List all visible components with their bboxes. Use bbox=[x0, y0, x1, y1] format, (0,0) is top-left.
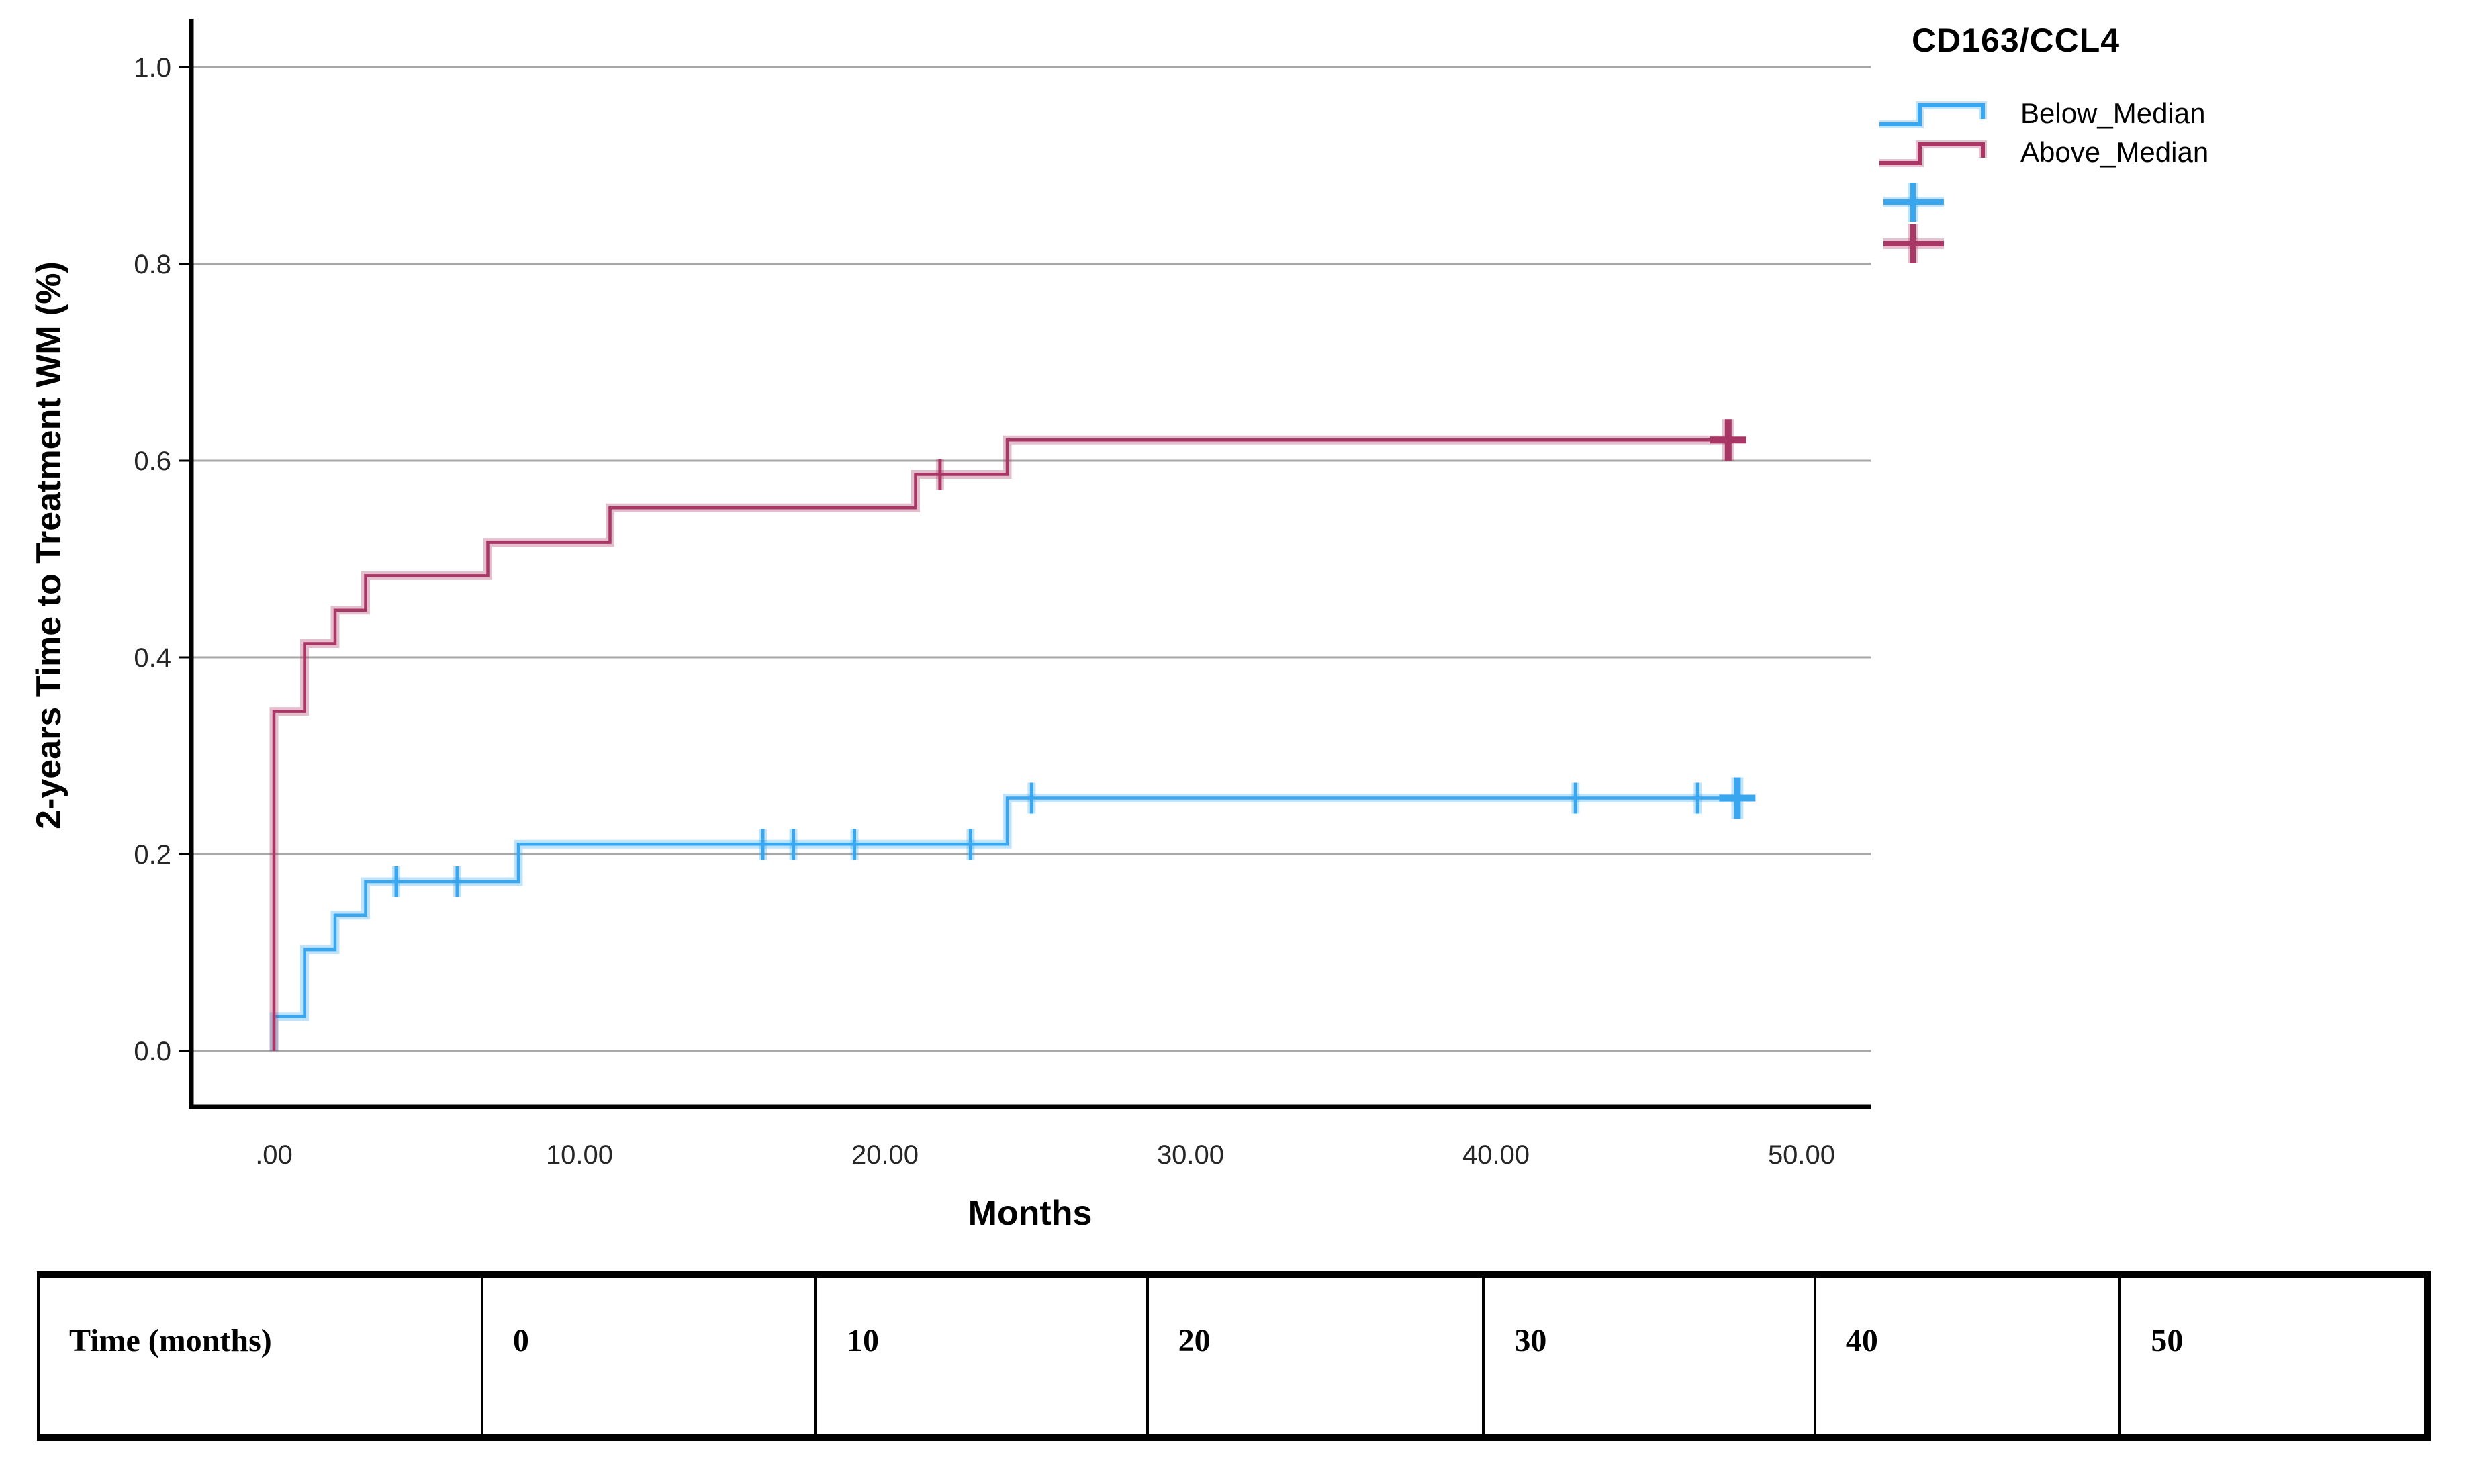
series-below-median-line bbox=[272, 796, 1738, 1051]
table-header-time: Time (months) bbox=[69, 1323, 272, 1358]
x-tick-label: 40.00 bbox=[1462, 1140, 1530, 1170]
time-axis-table: Time (months) 0 10 20 30 40 50 bbox=[37, 1271, 2431, 1441]
gridlines bbox=[191, 66, 1871, 1052]
table-cell-0: 0 bbox=[480, 1278, 814, 1434]
x-axis-title: Months bbox=[968, 1194, 1092, 1233]
series-above-median-halo bbox=[269, 435, 1728, 1051]
series-below-median-halo bbox=[269, 794, 1738, 1051]
series-below-median bbox=[269, 777, 1756, 1051]
y-axis-title: 2-years Time to Treatment WM (%) bbox=[30, 261, 68, 829]
y-tick-label: 0.8 bbox=[134, 250, 171, 279]
x-tick-label: 20.00 bbox=[851, 1140, 919, 1170]
legend-censor-below-median bbox=[1877, 181, 2461, 223]
y-tick-label: 0.2 bbox=[134, 840, 171, 870]
plus-censor-icon bbox=[1883, 224, 1944, 263]
chart-legend: CD163/CCL4 Below_Median Above_Median bbox=[1877, 20, 2461, 265]
legend-title: CD163/CCL4 bbox=[1912, 21, 2121, 59]
table-cell-20: 20 bbox=[1146, 1278, 1483, 1434]
series-above-median bbox=[269, 419, 1746, 1051]
legend-item-above-median: Above_Median bbox=[1877, 133, 2461, 172]
table-cell-40: 40 bbox=[1813, 1278, 2119, 1434]
x-tick-label: 30.00 bbox=[1157, 1140, 1224, 1170]
x-tick-label: 50.00 bbox=[1768, 1140, 1835, 1170]
legend-item-below-median: Below_Median bbox=[1877, 94, 2461, 133]
step-line-icon bbox=[1879, 101, 1987, 128]
legend-censor-above-median bbox=[1877, 223, 2461, 265]
y-tick-label: 0.4 bbox=[134, 643, 171, 673]
series-above-median-line bbox=[272, 438, 1728, 1051]
y-tick-label: 1.0 bbox=[134, 53, 171, 83]
y-tick-labels: 0.0 0.2 0.4 0.6 0.8 1.0 bbox=[134, 53, 171, 1066]
x-tick-label: 10.00 bbox=[546, 1140, 613, 1170]
y-tick-label: 0.0 bbox=[134, 1037, 171, 1066]
table-cell-30: 30 bbox=[1482, 1278, 1814, 1434]
x-tick-labels: .00 10.00 20.00 30.00 40.00 50.00 bbox=[255, 1140, 1835, 1170]
step-line-icon bbox=[1879, 140, 1987, 167]
table-cell-50: 50 bbox=[2118, 1278, 2424, 1434]
legend-label-above-median: Above_Median bbox=[2020, 136, 2209, 168]
km-chart-canvas: 0.0 0.2 0.4 0.6 0.8 1.0 .00 10.00 20.00 30.00 40.0… bbox=[30, 19, 1871, 1233]
y-tick-label: 0.6 bbox=[134, 447, 171, 476]
table-cell-10: 10 bbox=[814, 1278, 1146, 1434]
legend-label-below-median: Below_Median bbox=[2020, 97, 2206, 129]
plus-censor-icon bbox=[1883, 183, 1944, 222]
x-tick-label: .00 bbox=[255, 1140, 293, 1170]
